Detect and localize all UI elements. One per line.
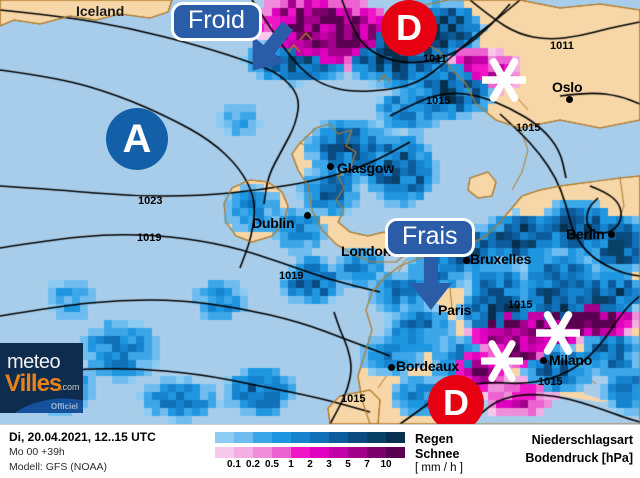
scale-swatch-6 bbox=[329, 432, 348, 443]
scale-swatch-1 bbox=[234, 432, 253, 443]
scale-swatch-2 bbox=[253, 432, 272, 443]
scale-swatch-4 bbox=[291, 432, 310, 443]
scale-tick: 1 bbox=[288, 459, 294, 470]
rain-legend-label: Regen bbox=[415, 432, 454, 446]
scale-tick: 2 bbox=[307, 459, 313, 470]
footer-metadata: Di, 20.04.2021, 12..15 UTC Mo 00 +39h Mo… bbox=[9, 430, 156, 475]
scale-tick: 0.5 bbox=[265, 459, 279, 470]
model-run: Mo 00 +39h bbox=[9, 446, 65, 458]
scale-swatch-7 bbox=[348, 432, 367, 443]
scale-tick-labels: 0.1 0.2 0.5 1 2 3 5 7 10 bbox=[215, 459, 405, 472]
scale-swatch-3 bbox=[272, 447, 291, 458]
scale-tick: 3 bbox=[326, 459, 332, 470]
product-title-line1: Niederschlagsart bbox=[531, 433, 633, 447]
valid-time: Di, 20.04.2021, 12..15 UTC bbox=[9, 430, 156, 444]
map-footer: Di, 20.04.2021, 12..15 UTC Mo 00 +39h Mo… bbox=[0, 424, 640, 478]
scale-tick: 0.1 bbox=[227, 459, 241, 470]
scale-swatch-3 bbox=[272, 432, 291, 443]
rain-colour-bar bbox=[215, 432, 405, 443]
logo-line-com: .com bbox=[60, 382, 80, 392]
scale-unit-label: [ mm / h ] bbox=[415, 462, 463, 474]
scale-tick: 5 bbox=[345, 459, 351, 470]
logo-line-meteo: meteo bbox=[7, 351, 61, 373]
scale-swatch-9 bbox=[386, 432, 405, 443]
scale-swatch-9 bbox=[386, 447, 405, 458]
scale-swatch-0 bbox=[215, 432, 234, 443]
scale-tick: 10 bbox=[380, 459, 392, 470]
scale-swatch-8 bbox=[367, 447, 386, 458]
model-name: Modell: GFS (NOAA) bbox=[9, 461, 108, 474]
scale-swatch-1 bbox=[234, 447, 253, 458]
logo-line-officiel: Officiel bbox=[50, 402, 78, 411]
scale-swatch-2 bbox=[253, 447, 272, 458]
precipitation-colour-scale: 0.1 0.2 0.5 1 2 3 5 7 10 Regen Schnee [ mm / h ] bbox=[215, 432, 463, 474]
scale-swatch-5 bbox=[310, 447, 329, 458]
weather-map[interactable]: Iceland Glasgow Dublin London Paris Bruxelles… bbox=[0, 0, 640, 424]
scale-swatch-7 bbox=[348, 447, 367, 458]
snow-legend-label: Schnee bbox=[415, 447, 460, 461]
scale-swatch-5 bbox=[310, 432, 329, 443]
scale-tick: 7 bbox=[364, 459, 370, 470]
map-raster-canvas bbox=[0, 0, 640, 424]
map-product-title: Niederschlagsart Bodendruck [hPa] bbox=[525, 431, 633, 467]
snow-colour-bar bbox=[215, 447, 405, 458]
scale-swatch-6 bbox=[329, 447, 348, 458]
product-title-line2: Bodendruck [hPa] bbox=[525, 451, 633, 466]
scale-tick: 0.2 bbox=[246, 459, 260, 470]
scale-swatch-8 bbox=[367, 432, 386, 443]
scale-swatch-0 bbox=[215, 447, 234, 458]
logo-line-villes: Villes bbox=[5, 370, 62, 397]
scale-swatch-4 bbox=[291, 447, 310, 458]
meteovilles-logo[interactable]: meteo Villes .com Officiel bbox=[0, 343, 83, 413]
